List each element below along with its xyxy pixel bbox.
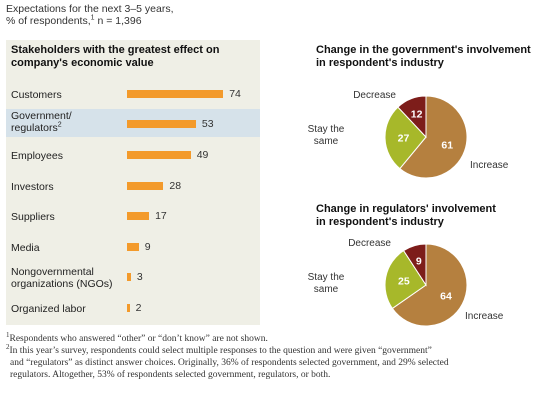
gov-pie-title-line-1: Change in the government's involvement [316,44,531,56]
bar-value-label: 3 [136,271,143,283]
bar [127,303,130,312]
bar-chart-title: Stakeholders with the greatest effect on… [11,44,251,70]
chart-header: Expectations for the next 3–5 years, % o… [6,3,174,27]
bar-value-label: 17 [155,210,167,222]
footnote-2-marker: 2 [6,342,10,351]
bar-row-employees: Employees 49 [6,145,260,171]
pie-label-stay-the-same: same [314,284,339,295]
bar [127,151,191,159]
bar [127,273,131,281]
bar-label-footnote-marker: 2 [57,121,62,128]
bar-label-line: organizations (NGOs) [11,278,113,290]
pie-slice-increase [399,95,468,179]
footnote-1-text: Respondents who answered “other” or “don… [9,334,268,344]
bar-value-label: 28 [169,179,182,192]
gov-pie-title: Change in the government's involvement i… [316,44,531,70]
bar-value-label: 53 [201,117,214,130]
bar-label-line: Nongovernmental [11,266,94,278]
header-sample-size: n = 1,396 [94,15,142,27]
header-line-1: Expectations for the next 3–5 years, [6,3,174,15]
bar-label: Employees [11,150,123,162]
bar-label: Nongovernmental organizations (NGOs) [11,266,123,290]
pie-value-stay-the-same: 27 [398,133,410,145]
header-line-2: % of respondents,1 n = 1,396 [6,14,174,28]
bar-label: Investors [11,181,123,193]
bar-value-label: 2 [135,301,142,314]
bar-chart-title-line-1: Stakeholders with the greatest effect on [11,44,220,56]
bar-row-media: Media 9 [6,237,260,263]
pie-value-increase: 61 [441,140,453,152]
bar-label: Suppliers [11,211,123,223]
pie-label-increase: Increase [470,160,509,171]
bar-value-label: 74 [229,88,241,100]
bar-row-nongovernmental-organizations-ngos: Nongovernmental organizations (NGOs) 3 [6,266,260,293]
pie-label-stay-the-same: Stay the [308,272,345,283]
header-percent-label: % of respondents, [6,15,91,27]
pie-value-increase: 64 [440,290,452,302]
footnote-2-line-1: 2In this year’s survey, respondents coul… [6,342,541,357]
pie-label-stay-the-same: Stay the [308,124,345,135]
bar-row-organized-labor: Organized labor 2 [6,298,260,324]
bar-label-line: Employees [11,150,63,162]
footnote-2-text-1: In this year’s survey, respondents could… [9,346,432,356]
bar-label-line: Customers [11,89,62,101]
pie-value-decrease: 9 [416,256,422,268]
bar-row-suppliers: Suppliers 17 [6,206,260,232]
bar-chart-title-line-2: company's economic value [11,57,154,69]
header-footnote-marker: 1 [90,14,95,22]
pie-value-stay-the-same: 25 [398,276,410,288]
footnotes: 1Respondents who answered “other” or “do… [6,330,541,381]
stakeholder-bar-panel: Stakeholders with the greatest effect on… [6,40,260,325]
bar [127,212,150,220]
bar-row-customers: Customers 74 [6,84,260,110]
bar-value-label: 9 [144,240,151,253]
pie-label-increase: Increase [465,311,504,322]
pie-slice-decrease [397,95,427,139]
bar-label: Government/regulators2 [11,110,123,134]
reg-pie-title-line-1: Change in regulators' involvement [316,203,496,215]
bar [127,119,196,128]
footnote-2-line-3: regulators. Altogether, 53% of responden… [10,370,331,380]
bar-label-line: Suppliers [11,211,55,223]
pie-label-decrease: Decrease [348,238,391,249]
bar-row-government-regulators: Government/regulators2 53 [6,108,260,137]
bar-label: Organized labor [11,303,123,315]
bar-label-line: Investors [11,180,54,193]
bar-value-label: 49 [196,149,209,161]
pie-value-decrease: 12 [411,108,423,120]
bar-label-line: Organized labor [11,302,86,315]
bar [127,242,139,251]
pie-slice-stay-the-same [384,106,427,170]
bar-label-line: Media [11,241,40,254]
reg-pie-title-line-2: in respondent's industry [316,216,444,228]
pie-slice-stay-the-same [384,249,427,310]
footnote-1: 1Respondents who answered “other” or “do… [6,330,541,345]
gov-pie-title-line-2: in respondent's industry [316,57,444,69]
bar-label-line: regulators2 [11,121,62,134]
pie-slice-decrease [402,243,427,287]
bar [127,90,224,98]
bar-label: Media [11,242,123,254]
pie-label-stay-the-same: same [314,136,339,147]
bar-label: Customers [11,89,123,101]
pie-slice-increase [391,243,468,327]
bar-row-investors: Investors 28 [6,176,260,202]
pie-label-decrease: Decrease [353,90,396,101]
footnote-1-marker: 1 [6,330,10,339]
footnote-2-line-2: and “regulators” as distinct answer choi… [10,358,449,368]
bar-label-line: Government/ [11,109,72,122]
bar [127,181,164,190]
reg-pie-title: Change in regulators' involvement in res… [316,203,496,229]
